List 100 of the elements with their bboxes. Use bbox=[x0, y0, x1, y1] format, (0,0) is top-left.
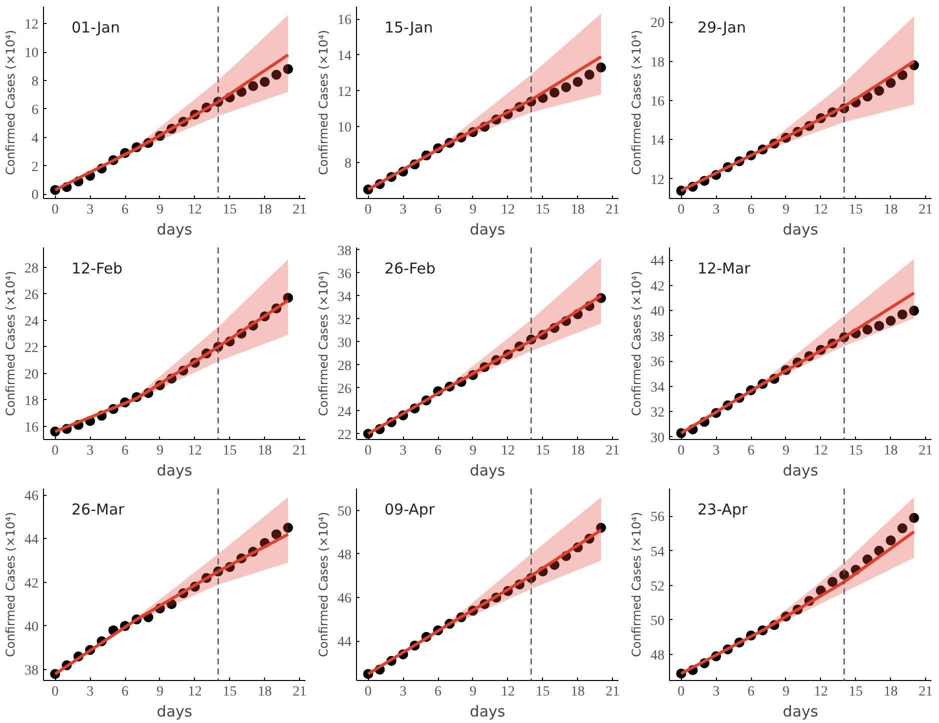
y-tick-label: 32 bbox=[650, 406, 664, 421]
x-tick-label: 9 bbox=[469, 202, 476, 218]
text: 01-Jan bbox=[72, 18, 120, 36]
x-tick-label: 15 bbox=[222, 684, 237, 700]
y-tick-label: 34 bbox=[338, 290, 352, 305]
y-tick-label: 36 bbox=[650, 355, 664, 370]
x-tick-label: 15 bbox=[222, 444, 237, 458]
x-tick-label: 0 bbox=[678, 444, 685, 458]
y-tick-label: 54 bbox=[650, 544, 664, 560]
x-tick-label: 9 bbox=[782, 684, 790, 700]
x-tick-label: 18 bbox=[884, 202, 898, 218]
y-tick-label: 30 bbox=[650, 430, 664, 446]
y-tick-label: 10 bbox=[338, 120, 352, 136]
x-tick-label: 0 bbox=[364, 684, 372, 700]
x-tick-label: 9 bbox=[782, 444, 790, 458]
y-tick-label: 28 bbox=[338, 358, 352, 374]
y-tick-label: 56 bbox=[650, 510, 664, 526]
y-tick-label: 26 bbox=[338, 382, 352, 397]
x-tick-label: 12 bbox=[500, 444, 515, 458]
x-tick-label: 15 bbox=[536, 202, 550, 218]
text: 23-Apr bbox=[698, 500, 748, 518]
x-axis-title: days bbox=[156, 702, 192, 720]
y-tick-label: 18 bbox=[650, 55, 664, 70]
y-tick-label: 20 bbox=[24, 367, 38, 382]
x-tick-label: 9 bbox=[156, 202, 164, 218]
x-tick-label: 6 bbox=[434, 684, 442, 700]
x-tick-label: 18 bbox=[570, 684, 585, 700]
y-tick-label: 36 bbox=[338, 266, 352, 282]
x-tick-label: 6 bbox=[748, 202, 755, 218]
x-tick-label: 12 bbox=[500, 202, 515, 218]
x-tick-label: 6 bbox=[122, 684, 129, 700]
y-axis-title: Confirmed Cases (×10⁴) bbox=[316, 512, 330, 658]
x-tick-label: 21 bbox=[606, 684, 620, 700]
x-tick-label: 0 bbox=[364, 444, 372, 458]
text: 12-Feb bbox=[72, 260, 123, 278]
x-tick-label: 0 bbox=[678, 202, 685, 218]
y-axis-title: Confirmed Cases (×10⁴) bbox=[4, 270, 18, 416]
text: 12-Mar bbox=[698, 260, 752, 278]
x-tick-label: 6 bbox=[434, 202, 442, 218]
y-tick-label: 44 bbox=[650, 254, 664, 270]
x-tick-label: 15 bbox=[536, 684, 550, 700]
x-tick-label: 6 bbox=[748, 684, 755, 700]
y-tick-label: 24 bbox=[338, 404, 352, 420]
x-tick-label: 21 bbox=[606, 202, 620, 218]
y-axis-title: Confirmed Cases (×10⁴) bbox=[316, 270, 330, 416]
x-tick-label: 6 bbox=[748, 444, 755, 458]
x-tick-label: 15 bbox=[848, 444, 863, 458]
text: 09-Apr bbox=[384, 500, 436, 518]
y-tick-label: 40 bbox=[24, 620, 38, 635]
x-tick-label: 9 bbox=[156, 684, 164, 700]
x-tick-label: 6 bbox=[434, 444, 442, 458]
text: 26-Mar bbox=[72, 500, 126, 518]
x-tick-label: 0 bbox=[364, 202, 372, 218]
x-tick-label: 18 bbox=[884, 444, 898, 458]
x-tick-label: 6 bbox=[122, 444, 129, 458]
y-tick-label: 34 bbox=[650, 380, 664, 396]
x-tick-label: 9 bbox=[782, 202, 790, 218]
x-tick-label: 9 bbox=[469, 444, 476, 458]
y-tick-label: 32 bbox=[338, 312, 352, 328]
y-tick-label: 24 bbox=[24, 314, 38, 330]
y-tick-label: 50 bbox=[338, 504, 352, 520]
y-tick-label: 26 bbox=[24, 288, 38, 303]
y-axis-title: Confirmed Cases (×10⁴) bbox=[630, 30, 644, 176]
y-axis-title: Confirmed Cases (×10⁴) bbox=[4, 30, 18, 176]
y-tick-label: 8 bbox=[32, 74, 38, 90]
x-tick-label: 0 bbox=[52, 684, 59, 700]
text: 15-Jan bbox=[384, 18, 433, 36]
x-tick-label: 3 bbox=[400, 444, 407, 458]
y-axis-title: Confirmed Cases (×10⁴) bbox=[4, 512, 18, 658]
x-tick-label: 12 bbox=[814, 444, 828, 458]
text: 29-Jan bbox=[698, 18, 746, 36]
x-axis-title: days bbox=[782, 462, 818, 480]
y-tick-label: 16 bbox=[338, 13, 352, 28]
y-tick-label: 28 bbox=[24, 261, 38, 276]
x-tick-label: 0 bbox=[678, 684, 685, 700]
x-tick-label: 15 bbox=[536, 444, 550, 458]
y-tick-label: 38 bbox=[24, 664, 38, 679]
x-axis-title: days bbox=[470, 462, 506, 480]
x-tick-label: 3 bbox=[712, 684, 720, 700]
x-tick-label: 21 bbox=[918, 684, 933, 700]
x-tick-label: 15 bbox=[222, 202, 237, 218]
y-tick-label: 2 bbox=[32, 160, 38, 175]
x-tick-label: 21 bbox=[918, 444, 933, 458]
x-tick-label: 3 bbox=[400, 202, 407, 218]
x-axis-title: days bbox=[782, 702, 818, 720]
x-axis-title: days bbox=[470, 702, 506, 720]
y-axis-title: Confirmed Cases (×10⁴) bbox=[630, 512, 644, 658]
x-tick-label: 6 bbox=[122, 202, 129, 218]
y-tick-label: 50 bbox=[650, 614, 664, 629]
x-axis-title: days bbox=[470, 220, 506, 238]
y-tick-label: 44 bbox=[338, 635, 352, 650]
y-tick-label: 12 bbox=[650, 172, 664, 188]
y-tick-label: 48 bbox=[338, 548, 352, 563]
x-tick-label: 15 bbox=[848, 202, 863, 218]
x-tick-label: 12 bbox=[814, 684, 828, 700]
y-tick-label: 12 bbox=[338, 84, 352, 100]
y-tick-label: 52 bbox=[650, 579, 664, 594]
x-tick-label: 3 bbox=[86, 202, 94, 218]
y-tick-label: 30 bbox=[338, 336, 352, 351]
y-tick-label: 40 bbox=[650, 304, 664, 320]
